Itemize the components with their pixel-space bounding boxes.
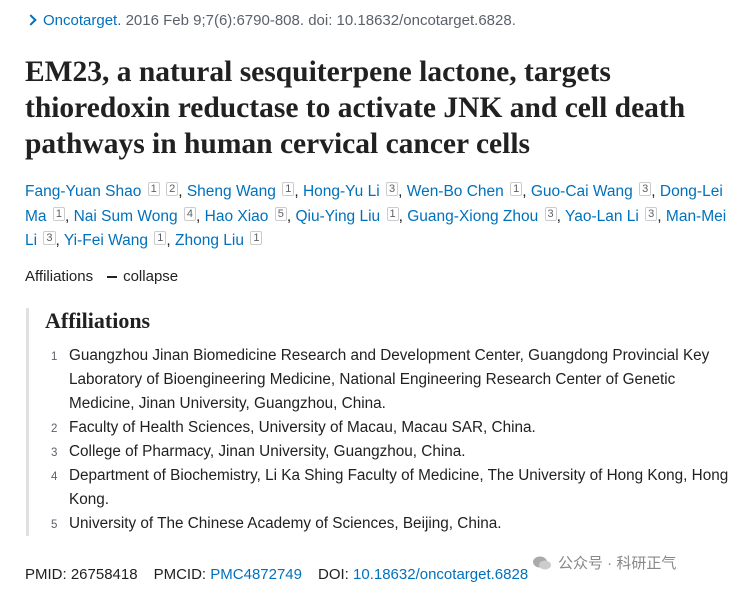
author-link[interactable]: Yao-Lan Li xyxy=(565,207,639,225)
author-link[interactable]: Hong-Yu Li xyxy=(302,183,380,200)
affiliation-number: 5 xyxy=(51,519,58,531)
author-link[interactable]: Yi-Fei Wang xyxy=(63,232,148,249)
separator: , xyxy=(398,183,403,200)
author: Nai Sum Wong 4 xyxy=(73,206,196,225)
author-link[interactable]: Man-Mei Li xyxy=(25,207,727,250)
author-link[interactable]: Sheng Wang xyxy=(186,183,276,200)
citation: Oncotarget. 2016 Feb 9;7(6):6790-808. do… xyxy=(25,12,516,29)
authors-list: Fang-Yuan Shao 1 2, Sheng Wang 1, Hong-Y… xyxy=(25,180,740,254)
identifiers: PMID: 26758418 PMCID: PMC4872749 DOI: 10.1… xyxy=(25,566,544,583)
author: Sheng Wang 1 xyxy=(186,182,295,200)
author-link[interactable]: Guo-Cai Wang xyxy=(530,183,633,200)
affiliation-ref[interactable]: 2 xyxy=(166,182,179,196)
affiliation-ref[interactable]: 1 xyxy=(282,182,295,196)
affiliations-toggle[interactable]: Affiliations collapse xyxy=(25,268,178,285)
author-link[interactable]: Zhong Liu xyxy=(175,232,244,249)
identifier-label: DOI: xyxy=(318,566,349,583)
affiliation-text: Faculty of Health Sciences, University o… xyxy=(69,419,536,436)
separator: , xyxy=(556,207,561,225)
wechat-icon xyxy=(533,556,551,570)
affiliation-ref[interactable]: 3 xyxy=(43,231,56,245)
author: Guo-Cai Wang 3 xyxy=(530,182,652,200)
separator: , xyxy=(178,183,183,200)
author: Fang-Yuan Shao 1 2 xyxy=(25,182,179,200)
author-link[interactable]: Wen-Bo Chen xyxy=(406,183,504,200)
identifier: PMID: 26758418 xyxy=(25,566,138,583)
author: Yi-Fei Wang 1 xyxy=(63,231,167,249)
author-link[interactable]: Dong-Lei Ma xyxy=(25,183,723,225)
chevron-icon xyxy=(25,14,37,26)
separator: , xyxy=(522,183,527,200)
separator: , xyxy=(196,207,201,225)
affiliation-ref[interactable]: 4 xyxy=(183,206,196,221)
separator: , xyxy=(651,183,656,200)
watermark: 公众号 · 科研正气 xyxy=(532,552,676,573)
journal-link[interactable]: Oncotarget. xyxy=(43,12,122,29)
affiliation-item: 1 Guangzhou Jinan Biomedicine Research an… xyxy=(45,344,735,416)
affiliations-panel: Affiliations 1 Guangzhou Jinan Biomedicin… xyxy=(26,308,735,536)
identifier-value: 26758418 xyxy=(70,566,138,583)
citation-details: 2016 Feb 9;7(6):6790-808. doi: 10.18632/… xyxy=(125,12,516,29)
identifier: DOI: 10.18632/oncotarget.6828 xyxy=(318,566,528,583)
author-link[interactable]: Guang-Xiong Zhou xyxy=(407,207,539,225)
affiliation-ref[interactable]: 3 xyxy=(544,206,557,221)
affiliation-ref[interactable]: 1 xyxy=(52,206,65,221)
affiliation-number: 2 xyxy=(51,423,58,435)
identifier-value[interactable]: 10.18632/oncotarget.6828 xyxy=(353,566,529,583)
affiliation-item: 4 Department of Biochemistry, Li Ka Shing… xyxy=(45,464,735,512)
author: Hao Xiao 5 xyxy=(204,206,287,225)
affiliation-number: 1 xyxy=(51,351,58,363)
separator: , xyxy=(398,207,403,225)
affiliations-heading: Affiliations xyxy=(45,308,151,333)
affiliation-ref[interactable]: 1 xyxy=(250,231,263,245)
separator: , xyxy=(166,232,171,249)
affiliation-ref[interactable]: 1 xyxy=(386,206,399,221)
author-link[interactable]: Qiu-Ying Liu xyxy=(295,207,381,225)
affiliation-item: 5 University of The Chinese Academy of Sc… xyxy=(45,512,735,536)
separator: , xyxy=(657,207,662,225)
identifier-value[interactable]: PMC4872749 xyxy=(210,566,302,583)
identifier-label: PMCID: xyxy=(153,566,207,583)
article-title: EM23, a natural sesquiterpene lactone, t… xyxy=(25,56,686,160)
affiliation-ref[interactable]: 3 xyxy=(645,206,658,221)
separator: , xyxy=(64,207,70,225)
affiliation-ref[interactable]: 1 xyxy=(510,182,523,196)
separator: , xyxy=(286,207,292,225)
affiliation-number: 3 xyxy=(51,447,58,459)
author: Guang-Xiong Zhou 3 xyxy=(407,206,557,225)
affiliation-ref[interactable]: 5 xyxy=(274,206,287,221)
affiliation-ref[interactable]: 1 xyxy=(154,231,167,245)
author-link[interactable]: Nai Sum Wong xyxy=(73,207,178,225)
author: Hong-Yu Li 3 xyxy=(302,182,399,200)
author: Qiu-Ying Liu 1 xyxy=(295,206,399,225)
toggle-label: Affiliations xyxy=(25,268,94,285)
watermark-text: 公众号 · 科研正气 xyxy=(558,555,677,572)
author: Yao-Lan Li 3 xyxy=(565,206,658,225)
affiliation-ref[interactable]: 3 xyxy=(639,182,652,196)
author: Wen-Bo Chen 1 xyxy=(406,182,523,200)
dash-icon xyxy=(107,276,118,279)
author: Man-Mei Li 3 xyxy=(25,208,726,250)
affiliation-ref[interactable]: 1 xyxy=(147,182,160,196)
affiliation-item: 2 Faculty of Health Sciences, University … xyxy=(45,416,735,440)
affiliation-text: Guangzhou Jinan Biomedicine Research and… xyxy=(69,347,710,412)
author: Zhong Liu 1 xyxy=(175,231,263,249)
affiliation-ref[interactable]: 3 xyxy=(385,182,399,196)
affiliation-text: University of The Chinese Academy of Sci… xyxy=(69,515,502,532)
affiliation-text: College of Pharmacy, Jinan University, G… xyxy=(69,443,466,460)
affiliation-text: Department of Biochemistry, Li Ka Shing … xyxy=(69,467,729,508)
identifier-label: PMID: xyxy=(25,566,67,583)
separator: , xyxy=(55,232,60,249)
affiliations-list: 1 Guangzhou Jinan Biomedicine Research an… xyxy=(45,344,735,536)
author: Dong-Lei Ma 1 xyxy=(25,183,723,225)
toggle-action[interactable]: collapse xyxy=(123,268,179,285)
author-link[interactable]: Hao Xiao xyxy=(204,207,269,225)
identifier: PMCID: PMC4872749 xyxy=(154,566,302,583)
separator: , xyxy=(294,183,299,200)
author-link[interactable]: Fang-Yuan Shao xyxy=(25,183,142,200)
affiliation-item: 3 College of Pharmacy, Jinan University, … xyxy=(45,440,735,464)
affiliation-number: 4 xyxy=(51,471,58,483)
